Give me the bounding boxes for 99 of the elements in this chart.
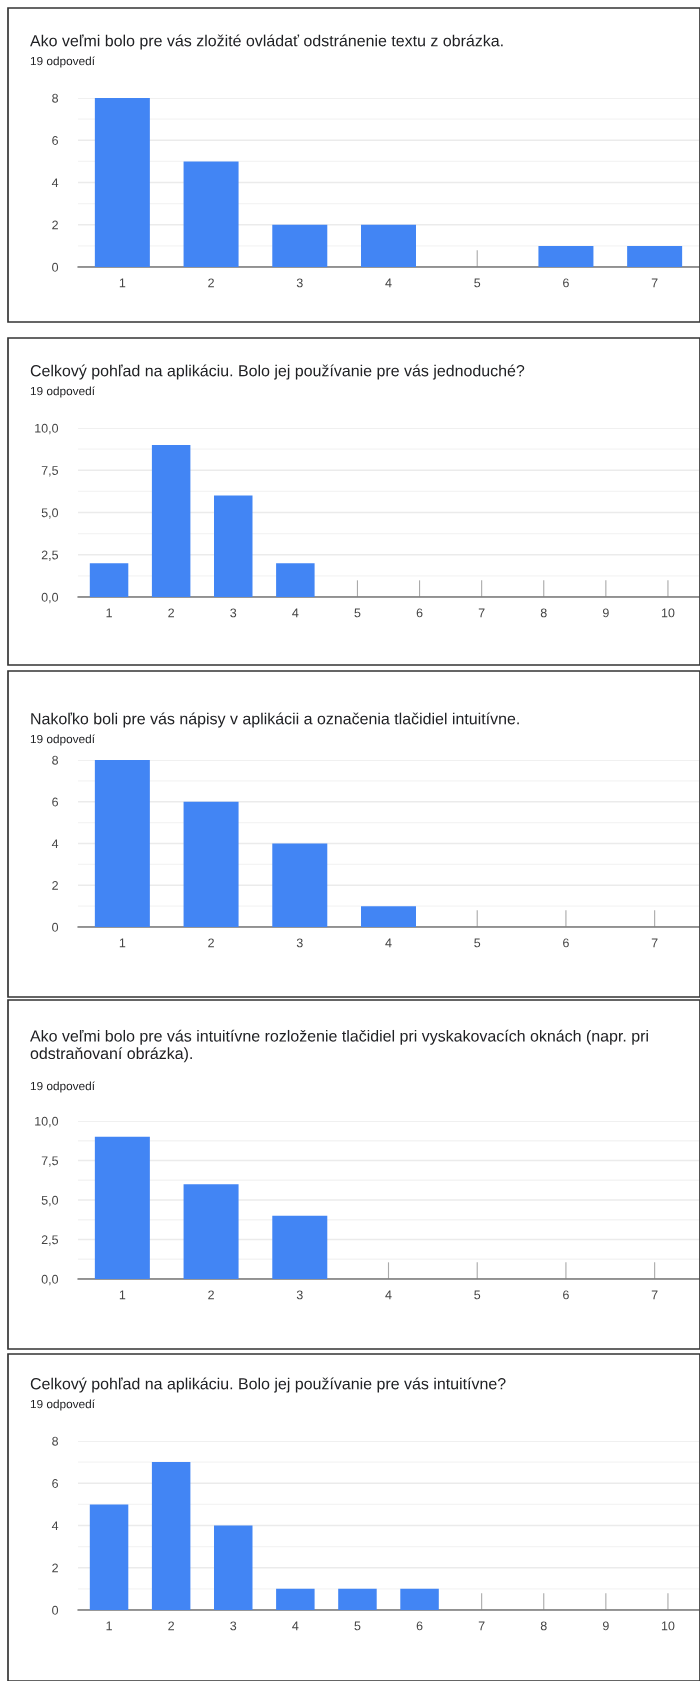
bar: [183, 1184, 239, 1279]
x-tick-label: 3: [230, 608, 237, 618]
x-tick-label: 2: [168, 608, 174, 618]
x-tick-label: 5: [474, 938, 481, 948]
y-tick-label: 0: [52, 922, 59, 932]
y-tick-label: 0: [52, 1605, 59, 1615]
x-tick-label: 7: [651, 278, 658, 288]
x-tick-label: 3: [296, 1290, 303, 1300]
bar: [94, 760, 150, 927]
x-tick-label: 7: [651, 1290, 658, 1300]
bar: [89, 1504, 129, 1610]
x-tick-label: 2: [168, 1621, 174, 1631]
x-tick-label: 1: [119, 1290, 126, 1300]
x-tick-label: 1: [119, 938, 126, 948]
chart-title: Ako veľmi bolo pre vás zložité ovládať odstránenie textu z obrázka.: [30, 34, 503, 50]
bar: [151, 1462, 191, 1610]
y-tick-label: 6: [52, 797, 59, 807]
y-tick-label: 2,5: [41, 550, 59, 561]
x-tick-label: 10: [661, 1621, 675, 1631]
y-tick-label: 2,5: [41, 1235, 59, 1246]
y-tick-label: 0: [52, 262, 59, 272]
y-tick-label: 6: [52, 1479, 59, 1488]
x-tick-label: 1: [106, 608, 112, 618]
bar: [338, 1588, 377, 1610]
x-tick-label: 10: [661, 608, 675, 618]
y-tick-label: 8: [52, 755, 59, 765]
x-tick-label: 7: [478, 1621, 485, 1631]
x-tick-label: 5: [474, 1290, 481, 1300]
x-tick-label: 3: [230, 1621, 237, 1631]
x-tick-label: 1: [106, 1621, 112, 1631]
y-tick-label: 4: [51, 178, 59, 188]
y-tick-label: 4: [51, 1521, 59, 1531]
y-tick-label: 7,5: [41, 466, 59, 477]
chart-title: Celkový pohľad na aplikáciu. Bolo jej používanie pre vás intuitívne?: [30, 1377, 506, 1393]
x-tick-label: 4: [385, 938, 392, 948]
bar: [272, 224, 328, 267]
y-tick-label: 4: [51, 839, 59, 849]
chart-subtitle: 19 odpovedí: [30, 1081, 95, 1093]
bar: [276, 563, 315, 597]
y-tick-label: 2: [52, 881, 58, 890]
y-tick-label: 8: [52, 93, 59, 103]
chart-subtitle: 19 odpovedí: [30, 1399, 95, 1411]
x-tick-label: 1: [119, 278, 126, 288]
x-tick-label: 6: [416, 608, 423, 618]
x-tick-label: 9: [602, 608, 609, 618]
bar: [627, 245, 683, 267]
bar: [272, 843, 328, 927]
y-tick-label: 8: [52, 1436, 59, 1446]
y-tick-label: 10,0: [35, 1116, 59, 1128]
chart-subtitle: 19 odpovedí: [30, 56, 95, 68]
x-tick-label: 3: [296, 938, 303, 948]
x-tick-label: 4: [292, 1621, 299, 1631]
bar: [538, 245, 594, 267]
bar: [214, 1525, 253, 1610]
y-tick-label: 5,0: [41, 1195, 59, 1207]
x-tick-label: 6: [563, 278, 569, 288]
bar: [361, 906, 416, 927]
x-tick-label: 9: [602, 1621, 609, 1631]
x-tick-label: 3: [296, 278, 303, 288]
chart-title: Ako veľmi bolo pre vás intuitívne rozloženie tlačidiel pri vyskakovacích oknách (napr. pri odstraňovaní obrázka).: [30, 1029, 648, 1063]
y-tick-label: 2: [52, 220, 58, 230]
y-tick-label: 0,0: [41, 1274, 59, 1286]
y-tick-label: 10,0: [35, 423, 59, 435]
x-tick-label: 6: [563, 938, 569, 948]
y-tick-label: 2: [52, 1563, 58, 1573]
chart-subtitle: 19 odpovedí: [30, 734, 95, 746]
x-tick-label: 5: [354, 1621, 361, 1631]
x-tick-label: 6: [563, 1290, 569, 1300]
x-tick-label: 2: [208, 1290, 214, 1300]
bar: [272, 1215, 328, 1279]
bar: [94, 1136, 150, 1279]
x-tick-label: 2: [208, 938, 214, 948]
bar: [151, 444, 191, 597]
x-tick-label: 8: [540, 608, 547, 618]
chart-title: Nakoľko boli pre vás nápisy v aplikácii a označenia tlačidiel intuitívne.: [31, 712, 519, 728]
y-tick-label: 0,0: [41, 592, 59, 604]
bar: [361, 224, 416, 267]
x-tick-label: 7: [478, 608, 485, 618]
bar: [94, 98, 150, 267]
chart-title: Celkový pohľad na aplikáciu. Bolo jej používanie pre vás jednoduché?: [30, 364, 525, 380]
bar: [183, 801, 239, 927]
x-tick-label: 2: [208, 278, 214, 288]
bar: [89, 563, 129, 597]
y-tick-label: 5,0: [41, 508, 59, 519]
x-tick-label: 4: [292, 608, 299, 618]
x-tick-label: 7: [651, 938, 658, 948]
bar: [400, 1588, 439, 1610]
x-tick-label: 5: [354, 608, 361, 618]
chart-subtitle: 19 odpovedí: [30, 386, 95, 398]
x-tick-label: 4: [385, 278, 392, 288]
x-tick-label: 8: [540, 1621, 547, 1631]
bar: [214, 495, 253, 597]
y-tick-label: 6: [52, 136, 59, 145]
x-tick-label: 4: [385, 1290, 392, 1300]
x-tick-label: 6: [416, 1621, 423, 1631]
y-tick-label: 7,5: [41, 1156, 59, 1167]
bar: [276, 1588, 315, 1610]
x-tick-label: 5: [474, 278, 481, 288]
bar: [183, 161, 239, 267]
